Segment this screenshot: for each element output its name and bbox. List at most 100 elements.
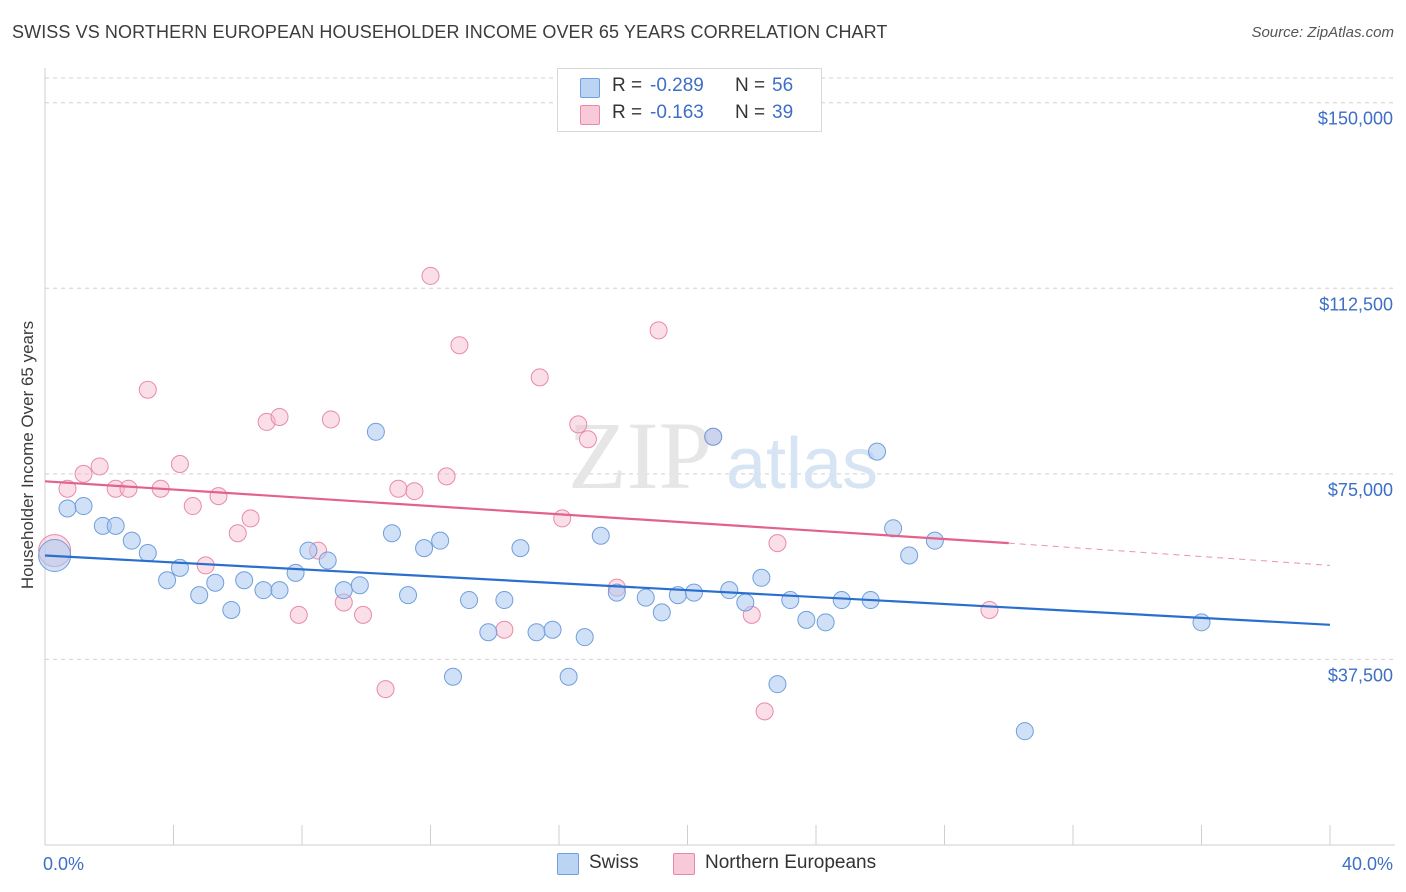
swiss-point [736,593,755,612]
northern-europeans-point [980,600,999,619]
swiss-point [460,591,479,610]
northern-europeans-point [228,524,247,543]
swiss-point [366,422,385,441]
northern-europeans-point [553,509,572,528]
swiss-point [607,583,626,602]
northern-europeans-point [450,336,469,355]
swiss-r-label: R = [612,75,643,96]
watermark-atlas: atlas [726,424,878,504]
swiss-point [318,551,337,570]
x-tick-label-min: 0.0% [43,854,84,874]
northern-europeans-point [90,457,109,476]
bottom-northern-swatch [673,853,695,875]
northern-europeans-point [74,464,93,483]
northern-europeans-point [495,620,514,639]
trend-lines [44,480,1331,626]
y-tick-label: $150,000 [1318,109,1393,129]
northern-europeans-point [530,368,549,387]
northern-europeans-point [421,266,440,285]
swiss-point [925,531,944,550]
swiss-point [1192,613,1211,632]
swiss-point [781,591,800,610]
swiss-point [479,623,498,642]
swiss-point [768,675,787,694]
swiss-point [158,571,177,590]
swiss-point [900,546,919,565]
swiss-point [495,591,514,610]
swiss-point [652,603,671,622]
northern-europeans-point [376,680,395,699]
tick-labels: $37,500 $75,000 $112,500 $150,000 0.0% 40.0% [43,109,1393,874]
swiss-point [74,497,93,516]
swiss-point [752,568,771,587]
swiss-point [443,667,462,686]
y-axis-label-wrap: Householder Income Over 65 years [16,290,40,620]
swiss-point [543,620,562,639]
northern-europeans-point [578,430,597,449]
swiss-trend-line [44,554,1331,626]
northern-europeans-point [289,605,308,624]
bottom-swiss-swatch [557,853,579,875]
swiss-point [270,581,289,600]
northern-europeans-point [569,415,588,434]
swiss-point [122,531,141,550]
chart-title: SWISS VS NORTHERN EUROPEAN HOUSEHOLDER I… [12,22,888,42]
swiss-point [222,600,241,619]
swiss-point [334,581,353,600]
swiss-point [431,531,450,550]
x-tick-label-max: 40.0% [1342,854,1393,874]
northern-europeans-point [437,467,456,486]
swiss-point [559,667,578,686]
swiss-point [868,442,887,461]
northern-swatch [580,105,600,125]
northern-europeans-point [389,479,408,498]
watermark: ZIP atlas [568,402,878,509]
y-tick-label: $112,500 [1319,294,1393,314]
northern-europeans-point [209,487,228,506]
northern-europeans-point [270,407,289,426]
bottom-swiss-label: Swiss [589,852,639,873]
swiss-point [527,623,546,642]
swiss-point [106,516,125,535]
northern-europeans-point [170,454,189,473]
northern-europeans-point [755,702,774,721]
swiss-point [58,499,77,518]
swiss-n-label: N = [735,75,766,96]
northern-europeans-point [241,509,260,528]
swiss-point [575,628,594,647]
swiss-point [382,524,401,543]
swiss-point [235,571,254,590]
swiss-r-value: -0.289 [650,75,704,96]
swiss-point [138,544,157,563]
northern-europeans-point [405,482,424,501]
northern-europeans-point [119,479,138,498]
chart-source: Source: ZipAtlas.com [1251,24,1394,41]
northern-europeans-point [354,605,373,624]
northern-europeans-point [183,497,202,516]
y-tick-label: $37,500 [1328,665,1393,685]
swiss-point [206,573,225,592]
northern-europeans-point [138,380,157,399]
swiss-point [286,563,305,582]
northern-n-value: 39 [772,102,794,123]
swiss-point [350,576,369,595]
swiss-point [254,581,273,600]
swiss-point [399,586,418,605]
bottom-northern-label: Northern Europeans [705,852,877,873]
swiss-point [591,526,610,545]
swiss-point [1015,722,1034,741]
northern-europeans-point [768,534,787,553]
swiss-point [816,613,835,632]
northern-r-label: R = [612,102,643,123]
stats-legend: R = -0.289 N = 56 R = -0.163 N = 39 [557,68,822,132]
swiss-point [511,539,530,558]
swiss-point [797,610,816,629]
swiss-point [190,586,209,605]
northern-r-value: -0.163 [650,102,704,123]
swiss-point [636,588,655,607]
y-tick-label: $75,000 [1328,480,1393,500]
y-axis-label: Householder Income Over 65 years [18,320,37,590]
watermark-zip: ZIP [568,402,712,509]
swiss-point [299,541,318,560]
